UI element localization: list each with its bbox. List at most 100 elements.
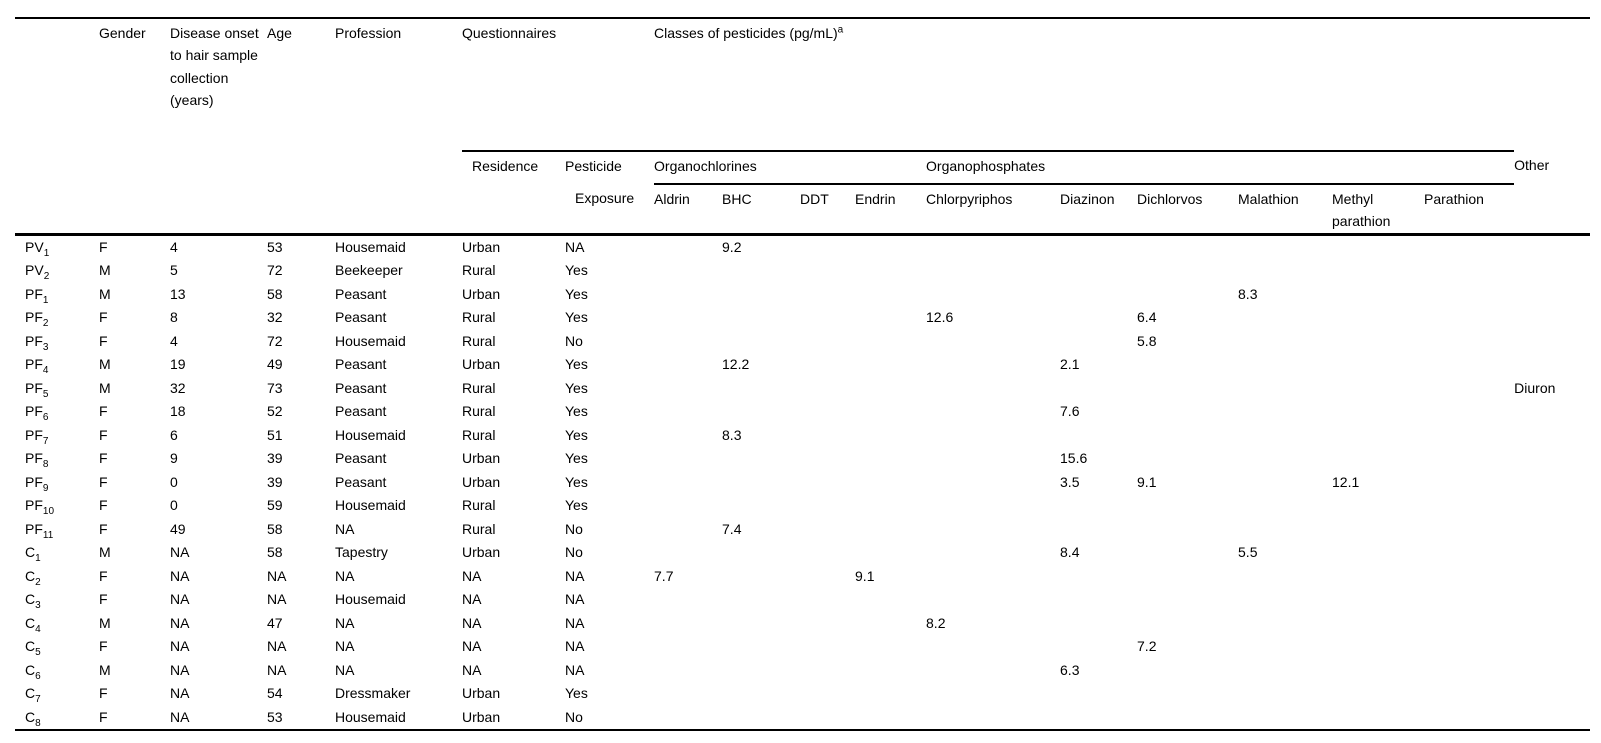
row-label-cell: PV2 [15, 259, 99, 283]
cell-malathion [1238, 424, 1332, 448]
row-label: PF3 [25, 332, 49, 353]
col-header-age: Age [267, 18, 335, 236]
header-row-2: Residence Pesticide Organochlorines Orga… [15, 151, 1591, 236]
cell-malathion [1238, 330, 1332, 354]
cell-other [1514, 705, 1591, 732]
cell-gender: F [99, 332, 108, 349]
row-label-subscript: 1 [35, 552, 41, 564]
row-label-subscript: 10 [42, 505, 55, 517]
cell-chlorpyriphos: 8.2 [926, 614, 946, 631]
cell-residence: Rural [462, 497, 496, 514]
cell-residence: Rural [462, 426, 496, 443]
cell-chlorpyriphos [926, 259, 1060, 283]
cell-profession: NA [335, 638, 355, 655]
cell-methyl_parathion [1332, 518, 1424, 542]
cell-other [1514, 234, 1590, 259]
cell-gender: F [99, 638, 108, 655]
cell-residence: Rural [462, 309, 496, 326]
cell-residence: Urban [462, 705, 565, 732]
cell-endrin [855, 306, 926, 330]
cell-onset: NA [170, 705, 267, 732]
row-label-cell: C8 [15, 705, 99, 732]
cell-age: 39 [267, 473, 283, 490]
cell-age: 53 [267, 238, 283, 255]
table-row: C4 M NA 47 NA NA NA 8.2 [15, 612, 1590, 636]
cell-parathion [1424, 518, 1514, 542]
cell-age: 51 [267, 426, 283, 443]
cell-malathion [1238, 377, 1332, 401]
row-label-cell: C3 [15, 588, 99, 612]
cell-methyl_parathion [1332, 612, 1424, 636]
table-row: PF3 F 4 72 Housemaid Rural No 5.8 [15, 330, 1590, 354]
cell-exposure: No [565, 332, 583, 349]
cell-methyl_parathion: 12.1 [1332, 473, 1360, 490]
cell-profession: Peasant [335, 403, 387, 420]
cell-methyl_parathion [1332, 259, 1424, 283]
cell-parathion [1424, 612, 1514, 636]
cell-parathion [1424, 705, 1515, 732]
cell-parathion [1424, 234, 1514, 259]
cell-endrin: 9.1 [855, 567, 875, 584]
cell-onset: 9 [170, 450, 178, 467]
cell-onset: 18 [170, 403, 186, 420]
cell-diazinon [1060, 259, 1137, 283]
cell-methyl_parathion [1332, 635, 1424, 659]
cell-exposure: No [565, 520, 583, 537]
cell-gender: F [99, 567, 108, 584]
cell-diazinon: 2.1 [1060, 356, 1080, 373]
row-label-subscript: 11 [42, 529, 54, 541]
cell-age: NA [267, 591, 287, 608]
cell-aldrin [654, 705, 723, 732]
row-label: PF1 [25, 285, 49, 306]
cell-chlorpyriphos [926, 659, 1060, 683]
row-label-subscript: 7 [35, 693, 41, 705]
row-label-subscript: 8 [42, 458, 49, 470]
cell-dichlorvos [1137, 541, 1238, 565]
row-label: C5 [25, 638, 41, 658]
cell-profession: NA [335, 567, 355, 584]
cell-parathion [1424, 306, 1514, 330]
row-label-subscript: 6 [35, 670, 41, 682]
cell-malathion [1238, 306, 1332, 330]
cell-dichlorvos [1137, 494, 1238, 518]
cell-aldrin [654, 400, 722, 424]
cell-gender: F [99, 450, 108, 467]
cell-residence: Rural [462, 262, 496, 279]
cell-aldrin [654, 377, 722, 401]
cell-age: 53 [267, 705, 335, 732]
cell-bhc [722, 259, 800, 283]
cell-malathion [1238, 353, 1332, 377]
cell-onset: 4 [170, 332, 178, 349]
cell-chlorpyriphos [926, 424, 1060, 448]
cell-methyl_parathion [1332, 234, 1424, 259]
col-header-residence: Residence [462, 151, 565, 236]
cell-gender: F [99, 705, 170, 732]
cell-age: 39 [267, 450, 283, 467]
cell-methyl_parathion [1332, 565, 1424, 589]
cell-parathion [1424, 353, 1514, 377]
cell-endrin [855, 682, 926, 706]
cell-malathion [1238, 518, 1332, 542]
row-label: PV2 [25, 262, 50, 282]
cell-gender: F [99, 426, 108, 443]
cell-profession: Housemaid [335, 332, 406, 349]
row-label: PF2 [25, 309, 49, 329]
cell-diazinon [1060, 306, 1137, 330]
cell-exposure: Yes [565, 285, 588, 302]
cell-methyl_parathion [1332, 283, 1424, 307]
cell-endrin [855, 259, 926, 283]
cell-bhc: 7.4 [722, 520, 742, 537]
row-label-cell: C2 [15, 565, 99, 589]
cell-profession: Housemaid [335, 705, 462, 732]
cell-residence: Urban [462, 285, 501, 302]
row-label: PF9 [25, 473, 49, 494]
cell-exposure: Yes [565, 497, 588, 514]
cell-aldrin [654, 612, 722, 636]
cell-aldrin [654, 234, 722, 259]
cell-endrin [855, 659, 926, 683]
cell-malathion [1238, 612, 1332, 636]
cell-methyl_parathion [1332, 330, 1424, 354]
cell-exposure: Yes [565, 473, 588, 490]
row-label: PF4 [25, 356, 49, 376]
table-row: PF9 F 0 39 Peasant Urban Yes 3.5 9.1 12.1 [15, 471, 1590, 495]
